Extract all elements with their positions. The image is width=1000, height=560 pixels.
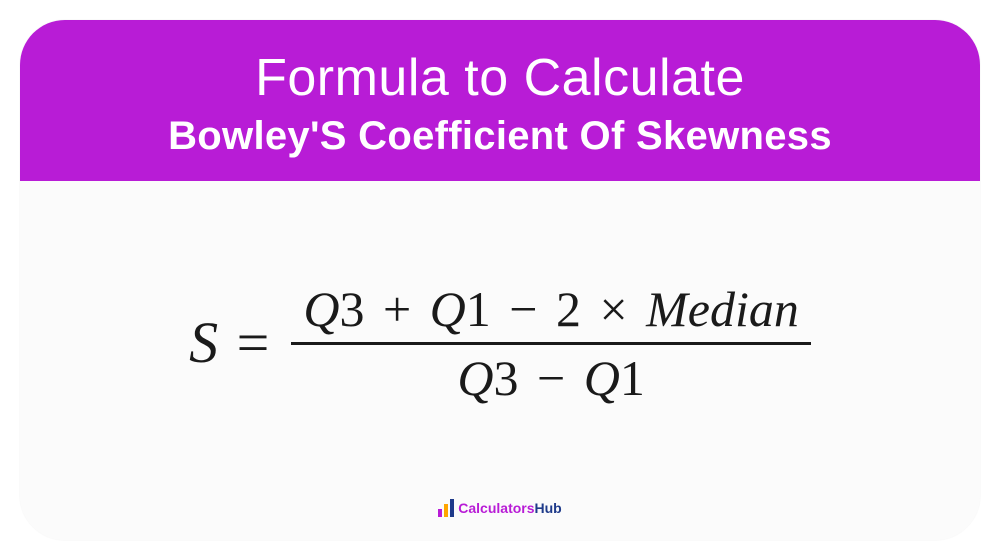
numer-q3-q: Q bbox=[303, 281, 339, 337]
equals-sign: = bbox=[237, 310, 270, 375]
fraction-numerator: Q3 + Q1 − 2 × Median bbox=[291, 276, 811, 342]
numer-q3-3: 3 bbox=[339, 281, 364, 337]
fraction-denominator: Q3 − Q1 bbox=[445, 345, 656, 411]
numer-times: × bbox=[599, 281, 627, 337]
denom-q1-q: Q bbox=[584, 350, 620, 406]
card-footer: CalculatorsHub bbox=[20, 499, 980, 540]
formula-area: S = Q3 + Q1 − 2 × Median Q3 − Q1 bbox=[20, 181, 980, 499]
logo-bar-1 bbox=[438, 509, 442, 517]
numer-median: Median bbox=[646, 281, 799, 337]
header-title-line1: Formula to Calculate bbox=[40, 48, 960, 108]
numer-plus: + bbox=[383, 281, 411, 337]
header-title-line2: Bowley'S Coefficient Of Skewness bbox=[40, 114, 960, 159]
logo-word-calculators: Calculators bbox=[458, 500, 534, 516]
formula-expression: S = Q3 + Q1 − 2 × Median Q3 − Q1 bbox=[189, 276, 811, 411]
formula-fraction: Q3 + Q1 − 2 × Median Q3 − Q1 bbox=[291, 276, 811, 411]
logo-text: CalculatorsHub bbox=[458, 500, 561, 516]
denom-minus: − bbox=[537, 350, 565, 406]
formula-card: Formula to Calculate Bowley'S Coefficien… bbox=[20, 20, 980, 540]
numer-q1-1: 1 bbox=[466, 281, 491, 337]
denom-q1-1: 1 bbox=[620, 350, 645, 406]
denom-q3-q: Q bbox=[457, 350, 493, 406]
formula-lhs: S = bbox=[189, 314, 273, 372]
numer-two: 2 bbox=[556, 281, 581, 337]
variable-s: S bbox=[189, 310, 218, 375]
logo-bar-3 bbox=[450, 499, 454, 517]
brand-logo: CalculatorsHub bbox=[438, 499, 561, 517]
numer-minus: − bbox=[509, 281, 537, 337]
card-header: Formula to Calculate Bowley'S Coefficien… bbox=[20, 20, 980, 181]
logo-bar-2 bbox=[444, 504, 448, 517]
numer-q1-q: Q bbox=[430, 281, 466, 337]
logo-word-hub: Hub bbox=[535, 500, 562, 516]
denom-q3-3: 3 bbox=[494, 350, 519, 406]
bar-chart-icon bbox=[438, 499, 454, 517]
